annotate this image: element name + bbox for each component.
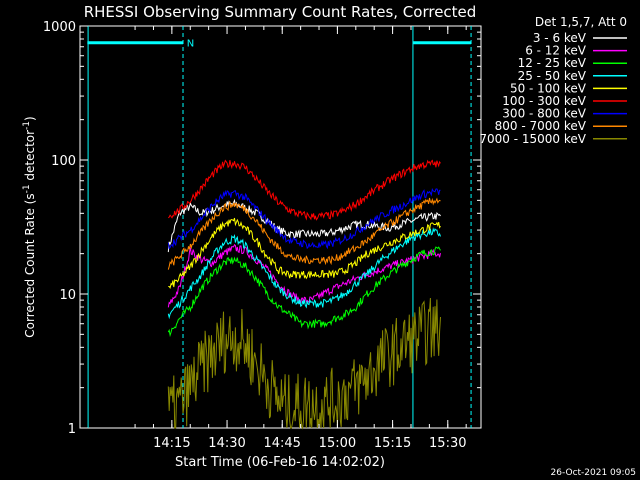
x-tick-label: 14:30: [208, 436, 245, 451]
plot-frame: [79, 25, 482, 429]
x-axis-label: Start Time (06-Feb-16 14:02:02): [175, 455, 385, 470]
legend-label: 50 - 100 keV: [510, 81, 587, 95]
legend-label: 800 - 7000 keV: [495, 119, 587, 133]
y-tick-label: 1000: [43, 20, 76, 35]
legend-label: 300 - 800 keV: [502, 107, 586, 121]
legend-label: 6 - 12 keV: [525, 44, 587, 58]
chart-title: RHESSI Observing Summary Count Rates, Co…: [84, 3, 477, 21]
chart-marks: N: [87, 26, 472, 430]
legend-label: 3 - 6 keV: [533, 31, 587, 45]
legend-header: Det 1,5,7, Att 0: [535, 15, 627, 29]
y-axis-label-main: Corrected Count Rate (s: [23, 193, 37, 337]
y-axis-label-sup2: -1: [22, 121, 32, 130]
timestamp: 26-Oct-2021 09:05: [551, 468, 636, 478]
x-tick-label: 15:15: [374, 436, 411, 451]
marker-flag-label: N: [187, 39, 194, 50]
y-axis-label: Corrected Count Rate (s-1 detector-1): [22, 116, 37, 337]
y-tick-label: 10: [59, 288, 76, 303]
legend-label: 25 - 50 keV: [518, 69, 587, 83]
series-line: [167, 197, 441, 270]
axis-ticks: 1 10 100 1000 14:15 14:30 14:45 15:00 15:15 15:30: [43, 20, 481, 451]
legend-label: 7000 - 15000 keV: [479, 132, 586, 146]
legend-label: 12 - 25 keV: [518, 56, 587, 70]
series-line: [167, 297, 441, 430]
series-line: [167, 187, 441, 250]
series-line: [167, 246, 441, 338]
x-tick-label: 15:30: [429, 436, 466, 451]
y-tick-label: 100: [51, 154, 76, 169]
y-axis-label-end: ): [23, 116, 37, 121]
series-line: [167, 159, 441, 221]
y-axis-label-mid: detector: [23, 130, 37, 185]
series-line: [168, 217, 441, 289]
y-axis-label-sup1: -1: [22, 184, 32, 193]
legend-label: 100 - 300 keV: [502, 94, 586, 108]
series-line: [167, 227, 441, 320]
x-tick-label: 14:45: [263, 436, 300, 451]
y-tick-label: 1: [68, 422, 76, 437]
plot-area: [79, 25, 482, 429]
x-tick-label: 15:00: [319, 436, 356, 451]
x-tick-label: 14:15: [153, 436, 190, 451]
series-line: [167, 244, 441, 308]
series-line: [167, 198, 441, 253]
